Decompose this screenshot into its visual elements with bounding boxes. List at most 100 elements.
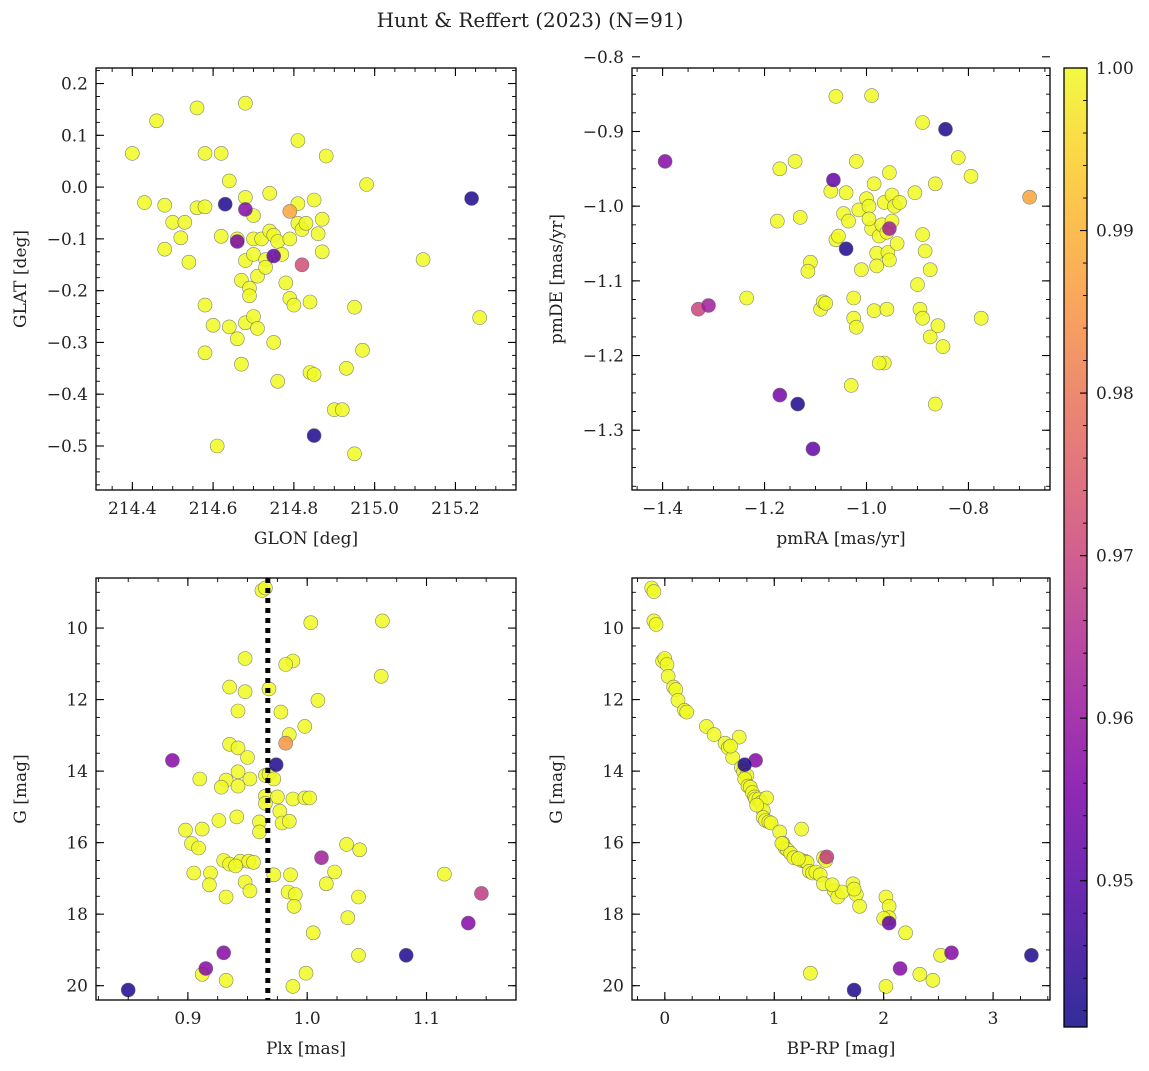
- scatter-point: [866, 303, 882, 319]
- scatter-point: [268, 757, 284, 773]
- scatter-point: [930, 318, 946, 334]
- scatter-point: [294, 257, 310, 273]
- scatter-point: [197, 297, 213, 313]
- scatter-point: [790, 396, 806, 412]
- y-tick-label: 18: [602, 905, 624, 925]
- scatter-point: [125, 146, 140, 161]
- scatter-point: [922, 262, 938, 278]
- data-layer: [125, 95, 488, 462]
- y-tick-label: 10: [66, 619, 88, 639]
- scatter-point: [878, 979, 894, 994]
- x-tick-label: 1.1: [413, 1009, 440, 1029]
- scatter-point: [800, 263, 816, 279]
- scatter-point: [828, 89, 844, 104]
- scatter-point: [340, 910, 356, 926]
- y-tick-label: −0.1: [47, 230, 88, 250]
- scatter-point: [869, 258, 885, 274]
- scatter-point: [472, 310, 488, 325]
- scatter-point: [892, 195, 907, 210]
- scatter-point: [250, 321, 265, 336]
- scatter-point: [283, 867, 298, 883]
- scatter-point: [178, 822, 193, 838]
- scatter-point: [892, 961, 908, 976]
- scatter-point: [846, 982, 862, 998]
- scatter-point: [173, 230, 189, 246]
- data-layer: [657, 24, 1037, 457]
- scatter-point: [297, 719, 313, 734]
- scatter-point: [772, 387, 788, 403]
- colorbar-tick-label: 0.98: [1096, 384, 1134, 404]
- scatter-point: [841, 213, 856, 229]
- scatter-point: [925, 972, 941, 988]
- y-tick-label: −1.0: [583, 197, 624, 217]
- x-axis-label: GLON [deg]: [254, 529, 358, 549]
- y-tick-label: 16: [66, 834, 88, 854]
- y-tick-label: 18: [66, 905, 88, 925]
- scatter-point: [198, 961, 214, 976]
- scatter-point: [229, 809, 245, 825]
- x-tick-label: 215.2: [431, 499, 480, 519]
- y-tick-label: −0.3: [47, 333, 88, 353]
- axes-frame: [631, 577, 1051, 1001]
- y-tick-label: −0.8: [583, 48, 624, 68]
- scatter-point: [875, 24, 889, 38]
- y-tick-label: 12: [602, 691, 624, 711]
- scatter-point: [843, 378, 859, 393]
- scatter-point: [157, 241, 172, 257]
- scatter-point: [774, 836, 790, 851]
- scatter-point: [217, 196, 233, 212]
- colorbar-tick-label: 0.99: [1096, 222, 1134, 242]
- scatter-point: [818, 295, 834, 311]
- scatter-point: [218, 889, 234, 905]
- scatter-point: [852, 898, 867, 914]
- scatter-point: [415, 252, 431, 267]
- scatter-point: [846, 881, 862, 897]
- scatter-point: [202, 877, 217, 893]
- scatter-point: [737, 757, 753, 773]
- scatter-point: [222, 173, 237, 189]
- scatter-point: [213, 146, 229, 161]
- scatter-point: [216, 945, 231, 961]
- scatter-point: [282, 204, 298, 219]
- scatter-point: [915, 310, 930, 326]
- scatter-point: [963, 169, 979, 184]
- x-tick-label: 0.9: [174, 1009, 201, 1029]
- scatter-point: [290, 133, 306, 148]
- y-tick-label: 0.1: [61, 126, 88, 146]
- scatter-point: [306, 367, 322, 382]
- scatter-point: [302, 294, 318, 310]
- x-axis-label: Plx [mas]: [266, 1039, 346, 1059]
- scatter-point: [298, 965, 314, 981]
- scatter-point: [838, 241, 854, 257]
- scatter-point: [944, 945, 959, 961]
- scatter-point: [194, 821, 210, 837]
- scatter-point: [763, 815, 779, 831]
- scatter-point: [211, 813, 227, 828]
- scatter-point: [246, 854, 261, 870]
- scatter-point: [149, 113, 164, 129]
- scatter-point: [938, 121, 953, 137]
- scatter-point: [398, 947, 414, 963]
- scatter-point: [772, 161, 788, 177]
- scatter-point: [648, 617, 664, 632]
- scatter-point: [306, 428, 322, 443]
- scatter-point: [355, 342, 370, 358]
- scatter-point: [474, 886, 489, 901]
- y-tick-label: 20: [602, 977, 624, 997]
- scatter-point: [848, 319, 864, 335]
- scatter-point: [679, 704, 695, 720]
- scatter-point: [197, 345, 213, 361]
- scatter-point: [915, 227, 930, 242]
- y-axis-label: G [mag]: [547, 754, 567, 823]
- scatter-point: [314, 211, 330, 227]
- scatter-point: [230, 778, 246, 794]
- scatter-point: [282, 231, 298, 247]
- scatter-point: [286, 898, 302, 914]
- scatter-point: [915, 115, 930, 130]
- axes-frame: [95, 577, 517, 1001]
- scatter-point: [205, 317, 221, 333]
- scatter-point: [912, 966, 928, 982]
- x-axis-label: pmRA [mas/yr]: [776, 529, 905, 549]
- scatter-point: [230, 740, 246, 756]
- x-tick-label: 2: [878, 1009, 889, 1029]
